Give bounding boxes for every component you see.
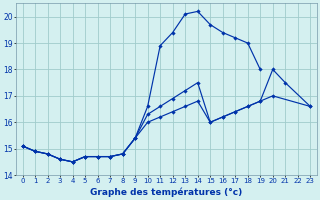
X-axis label: Graphe des températures (°c): Graphe des températures (°c): [90, 187, 243, 197]
